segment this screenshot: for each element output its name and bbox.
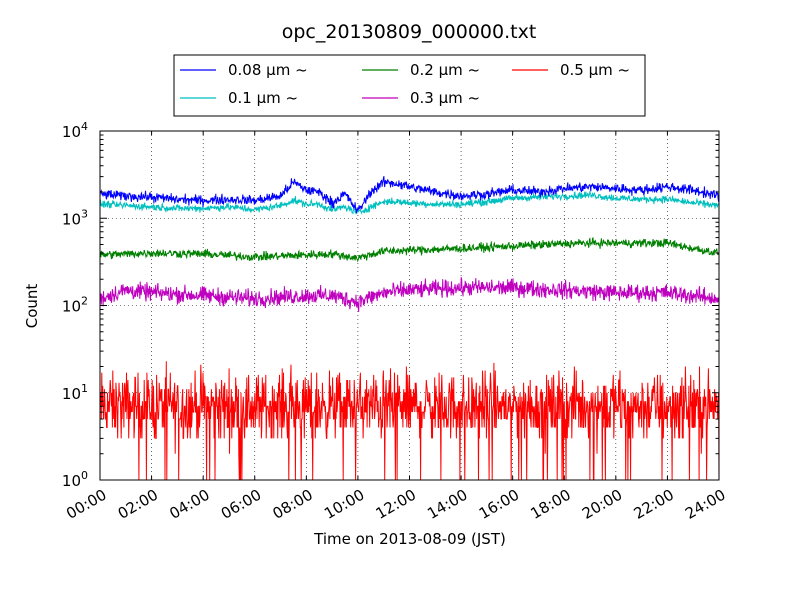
- legend-label: 0.5 μm ~: [560, 61, 630, 79]
- legend: 0.08 μm ~ 0.1 μm ~ 0.2 μm ~ 0.3 μm ~ 0.5 μm …: [173, 54, 646, 117]
- legend-label: 0.2 μm ~: [410, 61, 480, 79]
- y-axis-label: Count: [23, 284, 41, 329]
- chart-title: opc_20130809_000000.txt: [282, 21, 537, 43]
- series-layer: [99, 176, 720, 481]
- series-line-0: [99, 176, 720, 214]
- legend-box: [173, 54, 646, 117]
- legend-label: 0.08 μm ~: [228, 61, 308, 79]
- series-line-3: [99, 277, 720, 312]
- legend-label: 0.1 μm ~: [228, 89, 298, 107]
- axis-ticks: [99, 130, 720, 481]
- x-axis-label: Time on 2013-08-09 (JST): [313, 530, 506, 548]
- plot-area: [99, 130, 720, 481]
- series-line-2: [99, 236, 720, 263]
- legend-label: 0.3 μm ~: [410, 89, 480, 107]
- series-line-1: [99, 190, 720, 215]
- series-line-4: [99, 361, 720, 481]
